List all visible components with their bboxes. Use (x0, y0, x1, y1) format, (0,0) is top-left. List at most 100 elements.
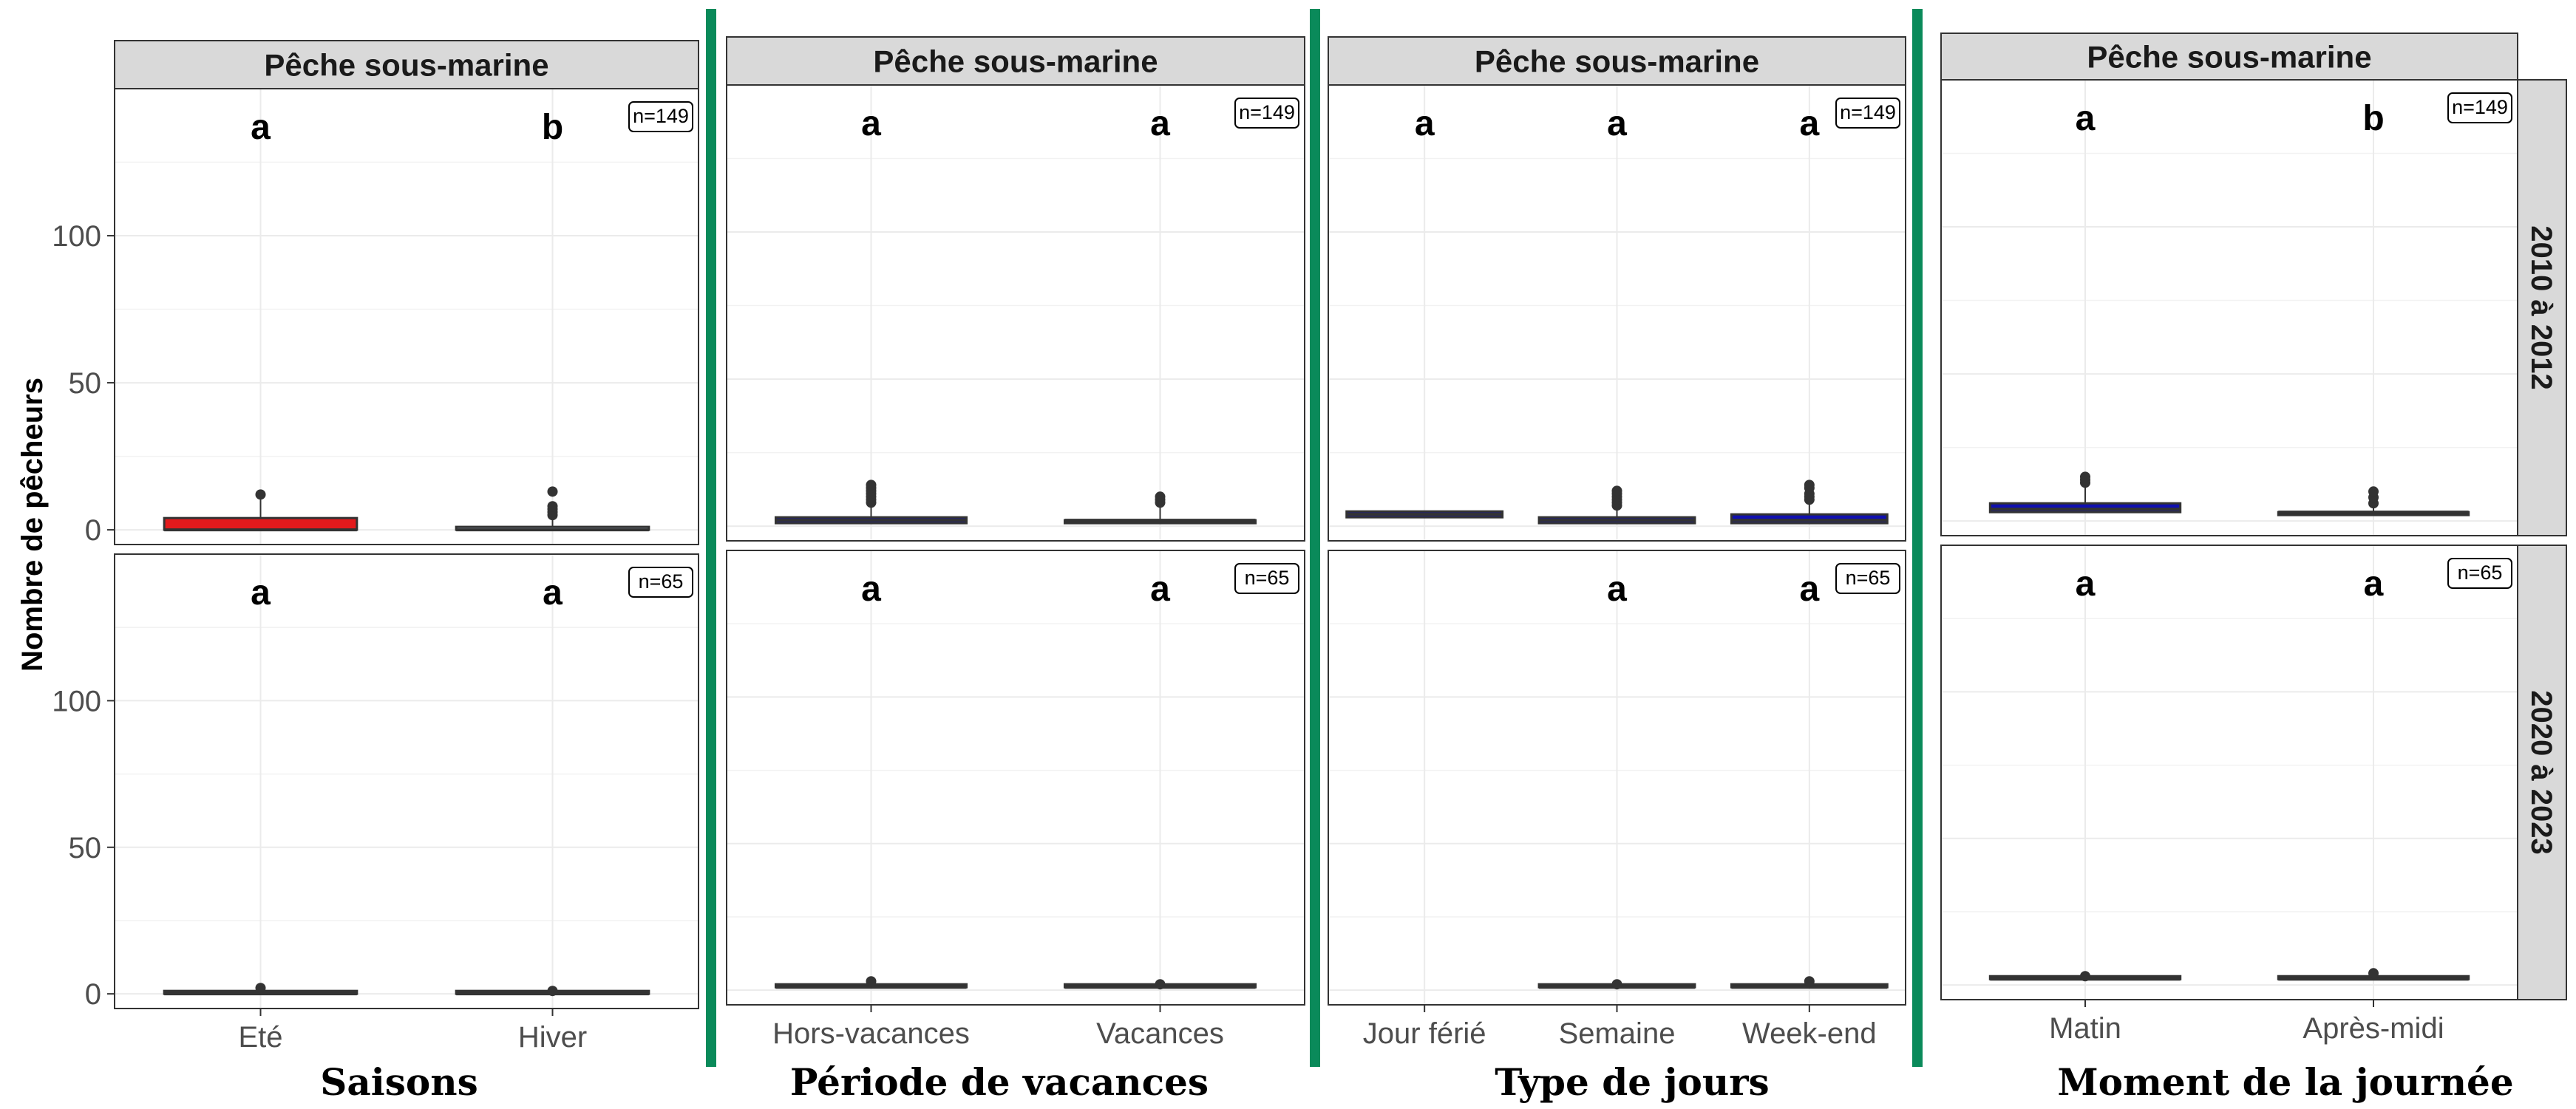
significance-letter: a (1799, 570, 1819, 609)
box-semaine (1537, 979, 1696, 990)
panel-border (726, 550, 1305, 1006)
box-matin (1988, 471, 2182, 513)
x-tick-label: Hiver (518, 1021, 587, 1054)
group-title: Saisons (320, 1060, 478, 1104)
significance-letter: a (861, 104, 881, 143)
significance-letter: a (1607, 570, 1627, 609)
outlier-point (255, 983, 266, 994)
y-tick-label: 50 (69, 832, 102, 864)
facet-strip (1940, 33, 2518, 81)
facet-strip-label: Pêche sous-marine (2087, 40, 2371, 75)
panel-row-1: a b n=149 0 50 100 (52, 88, 699, 547)
x-tick-label: Vacances (1096, 1017, 1224, 1050)
x-tick-label: Après-midi (2303, 1012, 2444, 1045)
box-semaine (1537, 485, 1696, 525)
n-label: n=149 (2452, 96, 2508, 118)
n-label: n=149 (1840, 101, 1896, 123)
box-et- (163, 489, 358, 532)
x-tick-label: Hors-vacances (772, 1017, 970, 1050)
panel-border (726, 84, 1305, 542)
y-tick-label: 100 (52, 685, 101, 717)
facet-divider (1310, 9, 1320, 1067)
n-label-box (628, 101, 693, 132)
n-label-box (1835, 98, 1900, 129)
outlier-point (1611, 485, 1622, 497)
significance-letter: a (1150, 570, 1170, 609)
n-label: n=65 (1846, 567, 1891, 589)
box-hiver (455, 486, 650, 532)
outlier-point (866, 976, 877, 987)
group-title: Type de jours (1495, 1060, 1769, 1104)
outlier-point (1155, 979, 1166, 990)
n-label-box (2447, 92, 2512, 123)
facet-3: Pêche sous-marine a a a n=149 a a n=65 Jour féri… (1328, 36, 1906, 1104)
n-label-box (1234, 98, 1299, 129)
facet-strip-label: Pêche sous-marine (264, 48, 548, 83)
significance-letter: a (1607, 104, 1627, 143)
outlier-point (2080, 971, 2090, 982)
y-tick-label: 0 (85, 514, 101, 547)
y-tick-label: 100 (52, 220, 101, 253)
x-tick-label: Semaine (1559, 1017, 1676, 1050)
outlier-point (1804, 480, 1815, 491)
significance-letter: a (2076, 99, 2096, 138)
group-title: Période de vacances (790, 1060, 1209, 1104)
facet-1: Pêche sous-marine a b n=149 0 50 100 a a n=65 0 50 1… (52, 40, 699, 1104)
n-label: n=65 (1245, 567, 1290, 589)
box-week-end (1730, 976, 1889, 989)
row-strip-label: 2020 à 2023 (2525, 690, 2558, 854)
n-label-box (1835, 563, 1900, 594)
y-tick-label: 50 (69, 367, 102, 400)
outlier-point (2368, 968, 2379, 979)
panel-background (727, 550, 1305, 1005)
significance-letter: a (2076, 564, 2096, 604)
panel-row-2: a a n=65 (726, 550, 1305, 1006)
outlier-point (866, 480, 877, 491)
x-tick-label: Jour férié (1363, 1017, 1486, 1050)
outlier-point (2080, 471, 2090, 482)
significance-letter: a (1799, 104, 1819, 143)
y-tick-label: 0 (85, 978, 101, 1011)
outlier-point (255, 489, 266, 500)
n-label-box (2447, 558, 2512, 589)
group-title: Moment de la journée (2057, 1060, 2513, 1104)
box-apr-s-midi (2277, 968, 2470, 981)
x-tick-label: Week-end (1742, 1017, 1877, 1050)
x-tick-label: Eté (238, 1021, 282, 1054)
significance-letter: a (2364, 564, 2384, 604)
n-label-box (628, 567, 693, 598)
box-vacances (1063, 491, 1257, 525)
outlier-point (1804, 976, 1815, 987)
box-vacances (1063, 979, 1257, 990)
panel-border (114, 88, 699, 545)
panel-border (1328, 84, 1906, 542)
box-apr-s-midi (2277, 486, 2470, 516)
panel-row-2: a a n=65 (1328, 550, 1906, 1006)
row-strip (2517, 79, 2567, 536)
box-hors-vacances (774, 976, 968, 989)
box-week-end (1730, 480, 1889, 525)
facet-strip (726, 36, 1305, 86)
box-hiver (455, 986, 650, 997)
facet-strip-label: Pêche sous-marine (873, 44, 1158, 79)
panel-row-1: a a a n=149 (1328, 84, 1906, 542)
facet-2: Pêche sous-marine a a n=149 a a n=65 Hors-vacan… (726, 36, 1305, 1104)
facet-divider (1912, 9, 1923, 1067)
box-body (163, 516, 358, 531)
panel-background (727, 85, 1305, 541)
n-label-box (1234, 563, 1299, 594)
significance-letter: a (1415, 104, 1435, 143)
panel-row-1: a a n=149 (726, 84, 1305, 542)
panel-border (114, 553, 699, 1009)
significance-letter: b (542, 108, 563, 147)
box-et- (163, 983, 358, 996)
panel-background (1941, 545, 2518, 1000)
n-label: n=149 (1239, 101, 1295, 123)
x-tick-label: Matin (2049, 1012, 2121, 1045)
n-label: n=65 (639, 570, 684, 593)
significance-letter: a (861, 570, 881, 609)
outlier-point (547, 486, 558, 497)
outlier-point (1611, 979, 1622, 990)
facet-strip-label: Pêche sous-marine (1475, 44, 1759, 79)
